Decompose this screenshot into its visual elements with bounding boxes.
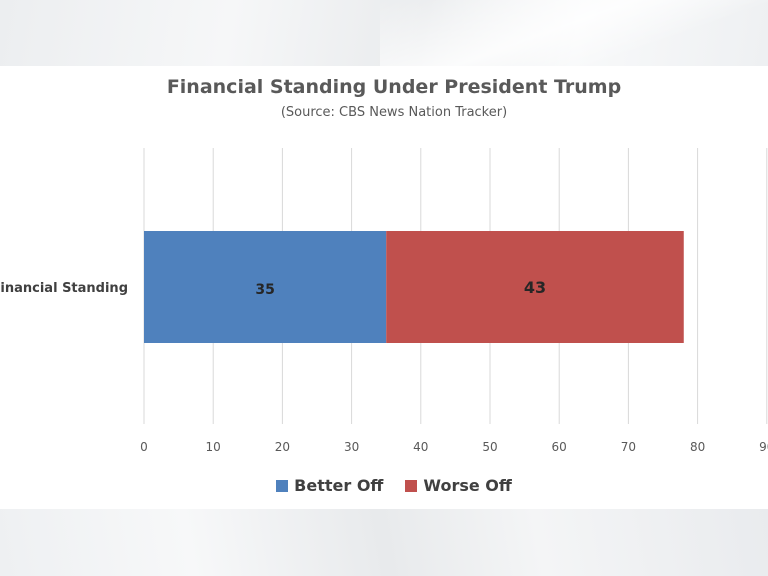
data-label-worse-off: 43 [524, 278, 546, 297]
background-band-top [0, 0, 768, 66]
y-category-label: Financial Standing [0, 281, 128, 296]
x-tick-label-50: 50 [482, 440, 497, 454]
chart-legend: Better Off Worse Off [0, 476, 768, 495]
bar-better-off [144, 231, 387, 343]
x-tick-label-10: 10 [206, 440, 221, 454]
x-tick-label-20: 20 [275, 440, 290, 454]
x-tick-label-60: 60 [552, 440, 567, 454]
legend-swatch-worse-off [405, 479, 418, 492]
legend-swatch-better-off [276, 479, 289, 492]
x-tick-label-0: 0 [140, 440, 148, 454]
x-tick-label-30: 30 [344, 440, 359, 454]
bar-worse-off [386, 231, 684, 343]
x-tick-label-70: 70 [621, 440, 636, 454]
background-band-bottom [0, 509, 768, 576]
legend-label-worse-off: Worse Off [423, 476, 512, 495]
legend-label-better-off: Better Off [294, 476, 384, 495]
data-label-better-off: 35 [255, 282, 274, 298]
chart-title: Financial Standing Under President Trump [166, 76, 622, 98]
legend-item-better-off: Better Off [276, 476, 383, 495]
x-tick-label-80: 80 [690, 440, 705, 454]
x-tick-label-40: 40 [413, 440, 428, 454]
x-tick-label-90: 90 [759, 440, 768, 454]
legend-item-worse-off: Worse Off [405, 476, 512, 495]
chart-subtitle: (Source: CBS News Nation Tracker) [280, 105, 508, 120]
